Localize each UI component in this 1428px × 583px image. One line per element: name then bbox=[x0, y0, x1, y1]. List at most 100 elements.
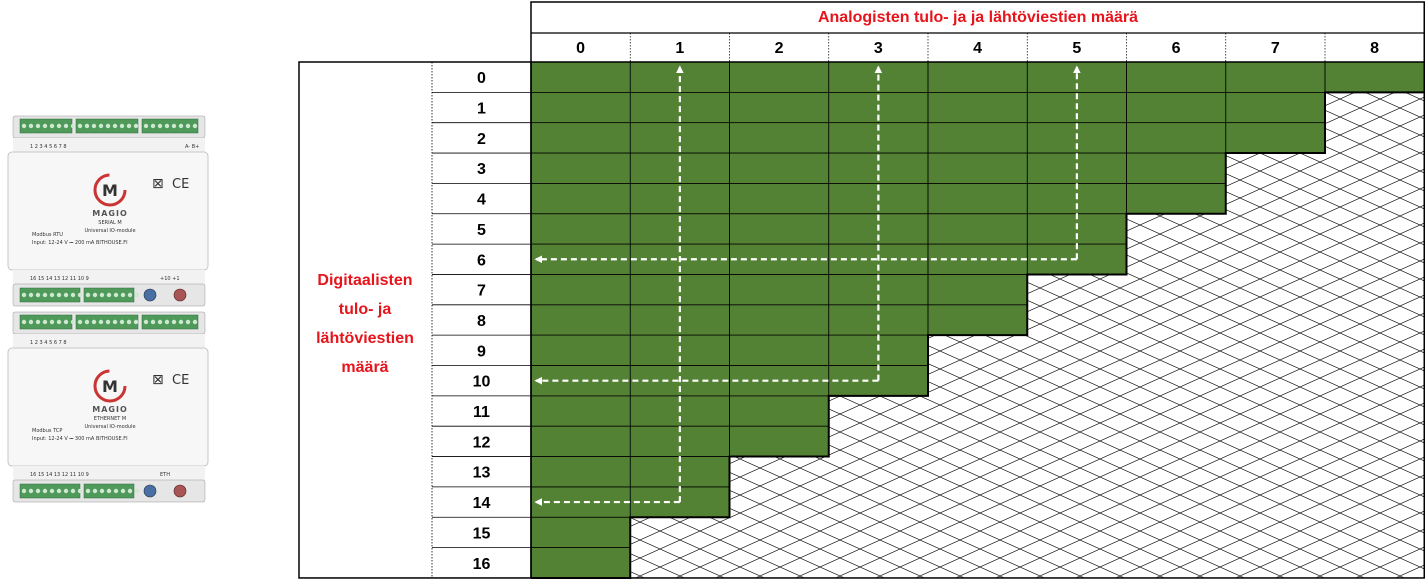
available-cell bbox=[1225, 62, 1325, 93]
analog-column-label: 8 bbox=[1370, 40, 1379, 57]
available-cell bbox=[1225, 92, 1325, 123]
top-port-labels: 1 2 3 4 5 6 7 8 bbox=[30, 340, 67, 346]
available-cell bbox=[729, 274, 829, 305]
digital-row-label: 3 bbox=[477, 161, 486, 178]
available-cell bbox=[1325, 62, 1425, 93]
digital-row-label: 2 bbox=[477, 131, 486, 148]
magio-logo-icon bbox=[93, 369, 127, 403]
available-cell bbox=[531, 62, 631, 93]
available-cell bbox=[531, 395, 631, 427]
analog-column-label: 7 bbox=[1271, 40, 1280, 57]
device-model: ETHERNET M bbox=[94, 416, 126, 422]
available-cell bbox=[729, 92, 829, 123]
available-cell bbox=[729, 213, 829, 245]
digital-row-label: 10 bbox=[473, 374, 491, 391]
device-brand: MAGIO bbox=[92, 405, 128, 414]
available-cell bbox=[531, 426, 631, 457]
available-cell bbox=[531, 183, 631, 214]
bottom-port-labels: 16 15 14 13 12 11 10 9 bbox=[30, 276, 89, 282]
io-module-ethernet: 1 2 3 4 5 6 7 8 M MAGIO ETHERNET M Universal… bbox=[7, 311, 209, 503]
available-cell bbox=[928, 274, 1028, 305]
analog-column-label: 2 bbox=[775, 40, 784, 57]
device-type: Universal IO-module bbox=[84, 228, 135, 234]
available-cell bbox=[729, 153, 829, 184]
available-cell bbox=[928, 62, 1028, 93]
device-protocol: Modbus TCP bbox=[32, 428, 62, 434]
y-label-line-4: määrä bbox=[341, 359, 388, 376]
digital-row-label: 9 bbox=[477, 343, 486, 360]
device-brand: MAGIO bbox=[92, 209, 128, 218]
device-site: BITHOUSE.FI bbox=[96, 240, 128, 246]
available-cell bbox=[1126, 62, 1226, 93]
digital-row-label: 0 bbox=[477, 70, 486, 87]
ce-mark-icon: CE bbox=[172, 373, 189, 388]
available-cell bbox=[729, 304, 829, 336]
digital-row-label: 6 bbox=[477, 252, 486, 269]
available-cell bbox=[531, 213, 631, 245]
available-cell bbox=[1126, 92, 1226, 123]
device-power: Input: 12-24 V ⎓ 200 mA bbox=[32, 240, 95, 246]
bottom-extra-label: ETH bbox=[160, 472, 170, 478]
available-cell bbox=[928, 213, 1028, 245]
available-cell bbox=[531, 92, 631, 123]
available-cell bbox=[531, 456, 631, 487]
available-cell bbox=[531, 304, 631, 336]
available-cell bbox=[531, 153, 631, 184]
analog-column-label: 5 bbox=[1072, 40, 1081, 57]
available-cell bbox=[729, 62, 829, 93]
available-cell bbox=[729, 335, 829, 366]
available-cell bbox=[531, 547, 631, 578]
digital-row-label: 16 bbox=[473, 556, 491, 573]
digital-row-label: 8 bbox=[477, 313, 486, 330]
device-illustration: 1 2 3 4 5 6 7 8 A- B+ M MAGIO SERIAL M Univer… bbox=[7, 115, 209, 503]
digital-row-label: 15 bbox=[473, 525, 491, 542]
magio-logo-icon bbox=[93, 173, 127, 207]
available-cell bbox=[1225, 122, 1325, 154]
digital-row-label: 11 bbox=[473, 404, 490, 421]
y-label-line-1: Digitaalisten bbox=[317, 272, 412, 289]
device-power: Input: 12-24 V ⎓ 300 mA bbox=[32, 436, 95, 442]
available-cell bbox=[531, 122, 631, 154]
available-cell bbox=[729, 122, 829, 154]
weee-icon: ⊠ bbox=[152, 372, 164, 388]
available-cell bbox=[531, 517, 631, 548]
device-protocol: Modbus RTU bbox=[32, 232, 63, 238]
analog-column-label: 4 bbox=[973, 40, 982, 57]
available-cell bbox=[531, 274, 631, 305]
available-cell bbox=[531, 335, 631, 366]
svg-text:M: M bbox=[102, 377, 118, 396]
device-type: Universal IO-module bbox=[84, 424, 135, 430]
available-cell bbox=[928, 153, 1028, 184]
io-module-serial: 1 2 3 4 5 6 7 8 A- B+ M MAGIO SERIAL M Univer… bbox=[7, 115, 209, 307]
digital-row-label: 12 bbox=[473, 434, 491, 451]
bottom-port-labels: 16 15 14 13 12 11 10 9 bbox=[30, 472, 89, 478]
svg-text:M: M bbox=[102, 181, 118, 200]
digital-row-label: 1 bbox=[477, 101, 486, 118]
weee-icon: ⊠ bbox=[152, 176, 164, 192]
chart-title: Analogisten tulo- ja ja lähtöviestien mä… bbox=[818, 9, 1138, 26]
available-cell bbox=[928, 183, 1028, 214]
available-cell bbox=[729, 426, 829, 457]
digital-row-label: 14 bbox=[473, 495, 491, 512]
available-cell bbox=[928, 304, 1028, 336]
digital-row-label: 13 bbox=[473, 465, 491, 482]
available-cell bbox=[928, 122, 1028, 154]
analog-column-label: 0 bbox=[576, 40, 585, 57]
bus-label: A- B+ bbox=[185, 144, 199, 150]
digital-row-label: 7 bbox=[477, 283, 486, 300]
y-label-line-2: tulo- ja bbox=[339, 301, 392, 318]
y-label-line-3: lähtöviestien bbox=[316, 330, 414, 347]
analog-column-label: 1 bbox=[675, 40, 684, 57]
device-model: SERIAL M bbox=[98, 220, 121, 226]
digital-row-label: 5 bbox=[477, 222, 486, 239]
analog-column-label: 6 bbox=[1172, 40, 1181, 57]
bottom-extra-label: +10 +1 bbox=[160, 276, 180, 282]
digital-row-label: 4 bbox=[477, 192, 486, 209]
analog-column-label: 3 bbox=[874, 40, 883, 57]
available-cell bbox=[1126, 183, 1226, 214]
available-cell bbox=[729, 395, 829, 427]
available-cell bbox=[1126, 153, 1226, 184]
ce-mark-icon: CE bbox=[172, 177, 189, 192]
device-site: BITHOUSE.FI bbox=[96, 436, 128, 442]
